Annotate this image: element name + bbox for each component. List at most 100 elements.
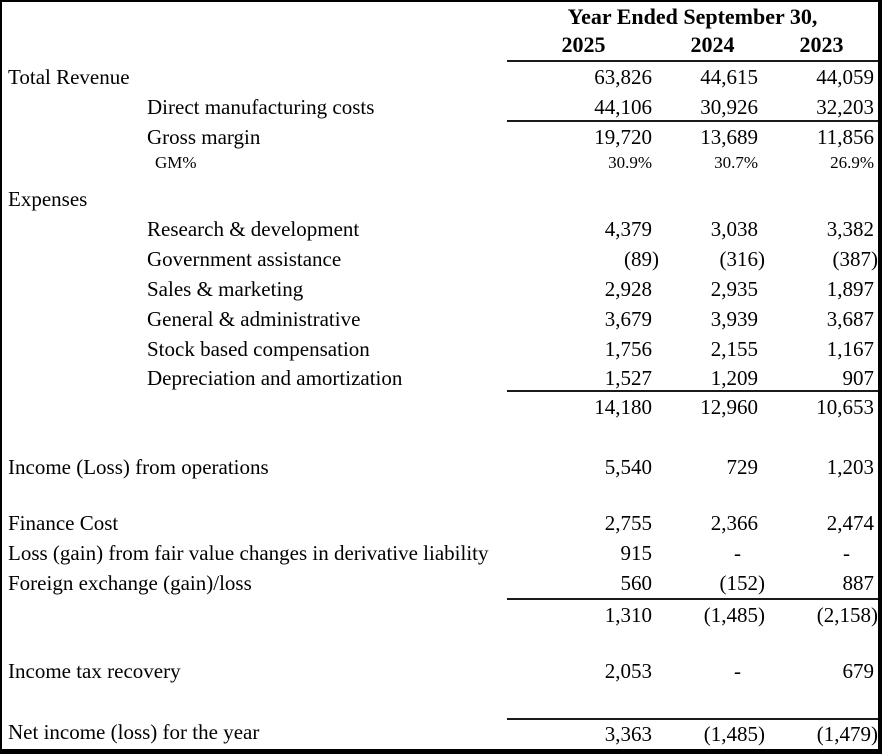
value-2024 (660, 184, 765, 214)
value-2024: 44,615 (700, 65, 758, 89)
row-label: Income (Loss) from operations (8, 455, 269, 479)
value-2023: - (843, 541, 850, 565)
value-2025: (89) (624, 247, 659, 271)
value-2025: 3,679 (604, 307, 652, 331)
value-2023: 887 (842, 571, 875, 595)
row-general-administrative: General & administrative 3,679 3,939 3,6… (2, 304, 878, 334)
value-2025: 30.9% (608, 153, 652, 172)
year-empty-cell (2, 30, 507, 62)
row-label: Income tax recovery (8, 659, 181, 683)
row-label: Net income (loss) for the year (8, 720, 260, 744)
value-2024: 12,960 (700, 395, 758, 419)
row-label: Foreign exchange (gain)/loss (8, 571, 252, 595)
row-label: Stock based compensation (147, 337, 370, 361)
row-income-from-operations: Income (Loss) from operations 5,540 729 … (2, 452, 878, 482)
row-label: Expenses (8, 187, 88, 211)
value-2023: (1,479) (816, 722, 878, 746)
row-government-assistance: Government assistance (89) (316) (387) (2, 244, 878, 274)
column-header-2023: 2023 (799, 32, 844, 57)
value-2025: 44,106 (594, 95, 652, 119)
value-2025: 14,180 (594, 395, 652, 419)
row-label: Direct manufacturing costs (147, 95, 375, 119)
row-foreign-exchange: Foreign exchange (gain)/loss 560 (152) 8… (2, 568, 878, 600)
value-2024: 3,038 (710, 217, 758, 241)
value-2023: 1,167 (826, 337, 874, 361)
value-2025: 5,540 (604, 455, 652, 479)
value-2024: - (734, 541, 741, 565)
row-finance-cost: Finance Cost 2,755 2,366 2,474 (2, 508, 878, 538)
row-net-income: Net income (loss) for the year 3,363 (1,… (2, 718, 878, 749)
row-direct-manufacturing-costs: Direct manufacturing costs 44,106 30,926… (2, 92, 878, 122)
column-header-2024: 2024 (690, 32, 735, 57)
row-total-expenses: 14,180 12,960 10,653 (2, 392, 878, 422)
value-2025: 2,053 (604, 659, 652, 683)
row-stock-based-compensation: Stock based compensation 1,756 2,155 1,1… (2, 334, 878, 364)
value-2025: 560 (620, 571, 653, 595)
value-2024: (1,485) (703, 603, 765, 627)
value-2025: 915 (620, 541, 653, 565)
value-2025: 63,826 (594, 65, 652, 89)
row-fair-value-derivative: Loss (gain) from fair value changes in d… (2, 538, 878, 568)
value-2024: 2,935 (710, 277, 758, 301)
row-depreciation-amortization: Depreciation and amortization 1,527 1,20… (2, 364, 878, 392)
row-income-tax-recovery: Income tax recovery 2,053 - 679 (2, 656, 878, 686)
value-2025: 1,310 (604, 603, 652, 627)
value-2023: (387) (832, 247, 879, 271)
value-2023: 32,203 (816, 95, 874, 119)
value-2023: 2,474 (826, 511, 874, 535)
spacer (2, 686, 878, 718)
row-label: Finance Cost (8, 511, 119, 535)
row-label: GM% (155, 153, 197, 172)
value-2023: 1,203 (826, 455, 874, 479)
row-pre-tax-subtotal: 1,310 (1,485) (2,158) (2, 600, 878, 630)
row-label (2, 392, 507, 422)
row-label: Research & development (147, 217, 360, 241)
value-2025: 3,363 (604, 722, 652, 746)
value-2023: 44,059 (816, 65, 874, 89)
value-2025: 4,379 (604, 217, 652, 241)
value-2024: 3,939 (710, 307, 758, 331)
row-gm-percent: GM% 30.9% 30.7% 26.9% (2, 152, 878, 178)
value-2025: 2,755 (604, 511, 652, 535)
value-2024: 1,209 (710, 366, 758, 390)
row-label (2, 600, 507, 630)
row-label: Loss (gain) from fair value changes in d… (8, 541, 489, 565)
row-label: Gross margin (147, 125, 261, 149)
row-total-revenue: Total Revenue 63,826 44,615 44,059 (2, 62, 878, 92)
spacer (2, 482, 878, 508)
value-2025 (507, 184, 660, 214)
column-header-2025: 2025 (561, 32, 606, 57)
value-2024: 30.7% (714, 153, 758, 172)
row-research-development: Research & development 4,379 3,038 3,382 (2, 214, 878, 244)
value-2023: 3,687 (826, 307, 874, 331)
value-2023: (2,158) (816, 603, 878, 627)
value-2023: 1,897 (826, 277, 874, 301)
period-header: Year Ended September 30, (567, 4, 818, 29)
value-2023: 3,382 (826, 217, 874, 241)
value-2025: 1,756 (604, 337, 652, 361)
header-title-row: Year Ended September 30, (2, 2, 878, 30)
value-2023: 679 (842, 659, 875, 683)
value-2025: 19,720 (594, 125, 652, 149)
value-2025: 2,928 (604, 277, 652, 301)
value-2023 (765, 184, 878, 214)
value-2023: 11,856 (817, 125, 874, 149)
row-label: Sales & marketing (147, 277, 304, 301)
value-2023: 10,653 (816, 395, 874, 419)
value-2024: 2,155 (710, 337, 758, 361)
row-expenses-header: Expenses (2, 184, 878, 214)
row-label: General & administrative (147, 307, 361, 331)
row-sales-marketing: Sales & marketing 2,928 2,935 1,897 (2, 274, 878, 304)
row-gross-margin: Gross margin 19,720 13,689 11,856 (2, 122, 878, 152)
row-label: Depreciation and amortization (147, 366, 403, 390)
value-2024: 2,366 (710, 511, 758, 535)
value-2024: - (734, 659, 741, 683)
value-2024: (1,485) (703, 722, 765, 746)
value-2024: 13,689 (700, 125, 758, 149)
value-2024: 729 (726, 455, 759, 479)
year-columns-row: 2025 2024 2023 (2, 30, 878, 62)
value-2024: (316) (719, 247, 766, 271)
spacer (2, 422, 878, 452)
spacer (2, 630, 878, 656)
